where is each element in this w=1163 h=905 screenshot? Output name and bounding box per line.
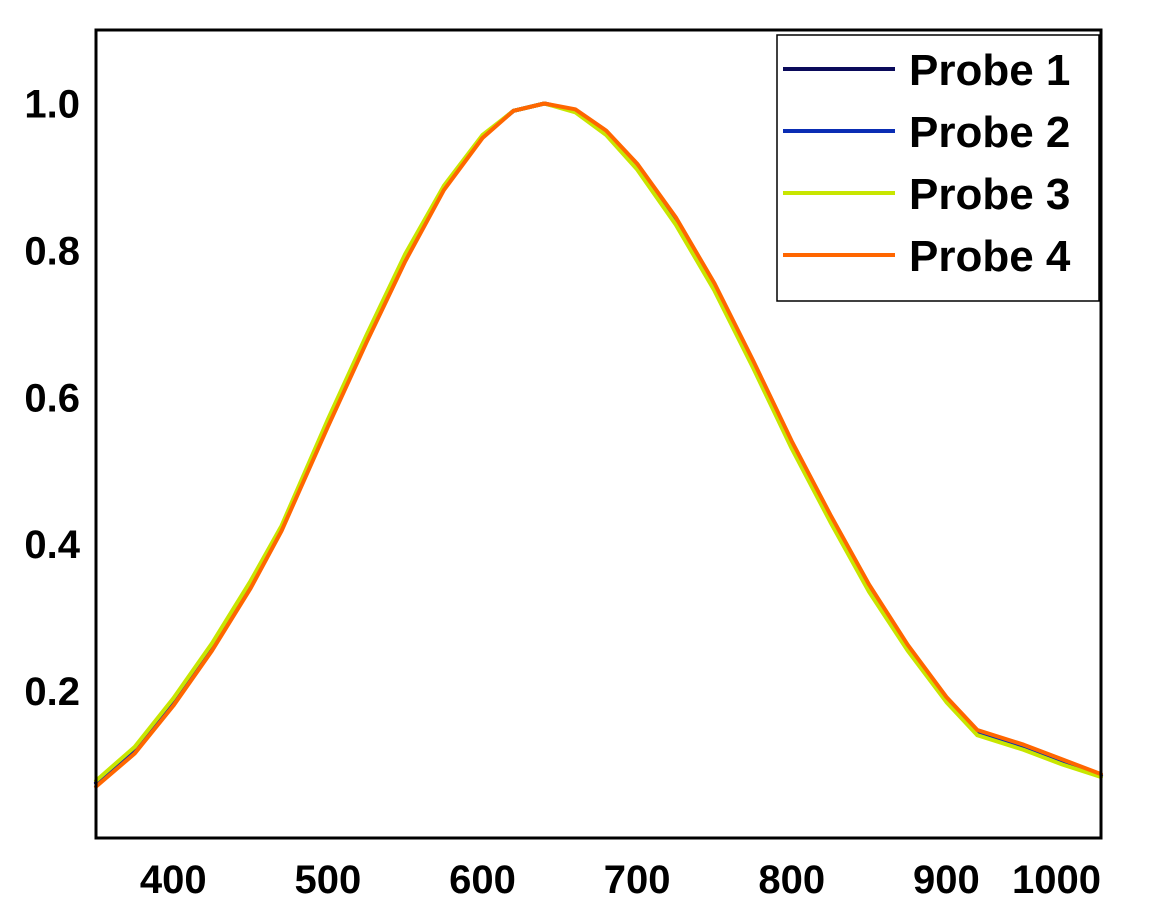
x-tick-label: 400 [140, 858, 207, 902]
legend: Probe 1 Probe 2 Probe 3 Probe 4 [776, 34, 1100, 302]
y-tick-label: 0.4 [24, 523, 80, 567]
y-tick-label: 0.6 [24, 376, 80, 420]
y-tick-label: 1.0 [24, 82, 80, 126]
plot-frame [94, 28, 1103, 840]
x-tick-label: 800 [758, 858, 825, 902]
legend-label-3: Probe 3 [909, 170, 1070, 219]
y-tick-label: 0.8 [24, 229, 80, 273]
x-axis: 400 500 600 700 800 900 1000 [140, 858, 1101, 902]
y-axis: 0.2 0.4 0.6 0.8 1.0 [24, 82, 80, 714]
legend-label-4: Probe 4 [909, 232, 1071, 281]
x-tick-label: 600 [449, 858, 516, 902]
y-tick-label: 0.2 [24, 670, 80, 714]
x-tick-label: 900 [913, 858, 980, 902]
x-tick-label: 700 [604, 858, 671, 902]
legend-label-1: Probe 1 [909, 46, 1070, 95]
x-tick-label: 1000 [1012, 858, 1101, 902]
series-line-3 [94, 101, 1103, 783]
series-layer [94, 101, 1103, 789]
x-tick-label: 500 [295, 858, 362, 902]
series-line-4 [94, 101, 1103, 789]
legend-label-2: Probe 2 [909, 108, 1070, 157]
